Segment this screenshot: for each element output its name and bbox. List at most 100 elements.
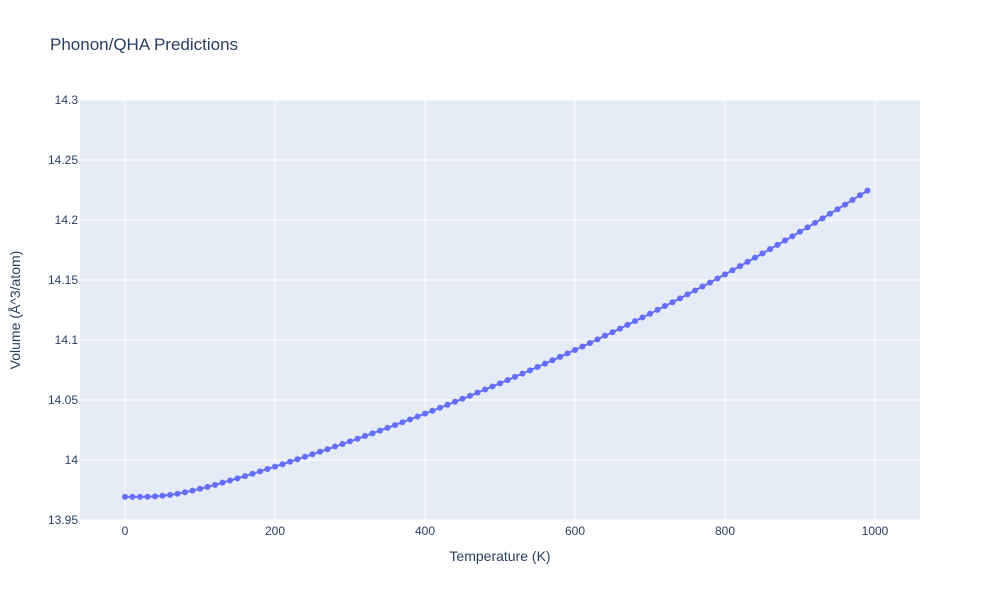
data-point[interactable] <box>489 383 496 390</box>
data-point[interactable] <box>264 466 271 472</box>
data-point[interactable] <box>362 433 368 439</box>
data-point[interactable] <box>167 491 173 498</box>
data-point[interactable] <box>309 451 316 458</box>
data-point[interactable] <box>482 386 488 393</box>
data-point[interactable] <box>774 241 781 248</box>
data-point[interactable] <box>782 237 788 244</box>
data-point[interactable] <box>819 215 826 222</box>
data-point[interactable] <box>654 306 661 313</box>
data-point[interactable] <box>564 350 571 357</box>
data-point[interactable] <box>594 336 601 343</box>
data-point[interactable] <box>699 283 706 290</box>
data-point[interactable] <box>669 299 676 306</box>
data-point[interactable] <box>857 192 863 199</box>
data-point[interactable] <box>212 481 218 488</box>
data-point[interactable] <box>384 424 391 431</box>
data-point[interactable] <box>152 493 158 500</box>
data-point[interactable] <box>414 413 421 420</box>
data-point[interactable] <box>534 364 541 370</box>
data-point[interactable] <box>684 291 691 298</box>
data-point[interactable] <box>707 279 713 286</box>
data-point[interactable] <box>399 419 406 426</box>
data-point[interactable] <box>279 461 286 468</box>
data-point[interactable] <box>369 430 376 437</box>
data-point[interactable] <box>392 422 398 429</box>
data-point[interactable] <box>834 206 841 213</box>
data-point[interactable] <box>609 329 616 336</box>
data-point[interactable] <box>377 427 383 434</box>
data-point[interactable] <box>339 441 346 448</box>
data-point[interactable] <box>519 370 526 377</box>
data-point[interactable] <box>422 410 428 417</box>
data-point[interactable] <box>204 483 211 490</box>
data-point[interactable] <box>444 401 451 408</box>
data-point[interactable] <box>662 303 668 310</box>
data-point[interactable] <box>797 228 803 235</box>
data-point[interactable] <box>467 392 473 399</box>
data-point[interactable] <box>332 443 338 450</box>
data-point[interactable] <box>647 310 653 317</box>
data-point[interactable] <box>849 196 856 203</box>
data-point[interactable] <box>234 475 241 482</box>
data-point[interactable] <box>182 489 188 496</box>
data-point[interactable] <box>549 357 556 364</box>
data-point[interactable] <box>812 219 818 226</box>
data-point[interactable] <box>302 453 308 460</box>
data-point[interactable] <box>219 479 226 486</box>
data-point[interactable] <box>692 287 698 294</box>
data-point[interactable] <box>122 493 128 500</box>
data-point[interactable] <box>189 487 196 494</box>
data-point[interactable] <box>474 389 481 396</box>
data-point[interactable] <box>144 493 151 500</box>
data-point[interactable] <box>767 246 773 253</box>
data-point[interactable] <box>639 314 646 321</box>
data-point[interactable] <box>317 448 323 455</box>
data-point[interactable] <box>129 493 136 500</box>
data-point[interactable] <box>714 275 721 282</box>
data-point[interactable] <box>624 321 631 328</box>
data-point[interactable] <box>512 373 518 380</box>
data-point[interactable] <box>294 456 301 463</box>
data-point[interactable] <box>602 332 608 339</box>
data-point[interactable] <box>587 340 593 346</box>
data-point[interactable] <box>842 201 848 208</box>
data-point[interactable] <box>159 492 166 499</box>
data-point[interactable] <box>504 377 511 384</box>
data-point[interactable] <box>459 395 466 402</box>
data-point[interactable] <box>542 360 548 367</box>
data-point[interactable] <box>242 473 248 480</box>
data-point[interactable] <box>827 210 833 217</box>
data-point[interactable] <box>347 438 353 445</box>
data-point[interactable] <box>572 346 578 353</box>
data-point[interactable] <box>407 416 413 423</box>
data-point[interactable] <box>272 463 278 470</box>
data-point[interactable] <box>257 468 263 475</box>
data-point[interactable] <box>752 254 758 261</box>
data-point[interactable] <box>197 485 203 492</box>
data-point[interactable] <box>137 493 143 500</box>
data-point[interactable] <box>227 477 233 484</box>
data-point[interactable] <box>744 258 751 265</box>
data-point[interactable] <box>452 398 458 405</box>
data-point[interactable] <box>729 267 736 274</box>
data-point[interactable] <box>497 380 503 387</box>
data-point[interactable] <box>617 325 623 332</box>
data-point[interactable] <box>789 233 796 240</box>
data-point[interactable] <box>174 490 181 497</box>
data-point[interactable] <box>557 353 563 360</box>
data-point[interactable] <box>804 224 811 231</box>
data-point[interactable] <box>864 187 871 194</box>
data-point[interactable] <box>579 343 586 350</box>
data-point[interactable] <box>354 435 361 442</box>
data-point[interactable] <box>249 470 256 477</box>
data-point[interactable] <box>527 367 533 374</box>
data-point[interactable] <box>287 458 293 465</box>
data-point[interactable] <box>429 407 436 414</box>
data-point[interactable] <box>759 250 766 257</box>
data-point[interactable] <box>324 446 331 453</box>
data-point[interactable] <box>437 404 443 411</box>
data-point[interactable] <box>632 318 638 325</box>
data-point[interactable] <box>737 263 743 270</box>
data-point[interactable] <box>722 271 728 278</box>
data-point[interactable] <box>677 295 683 302</box>
